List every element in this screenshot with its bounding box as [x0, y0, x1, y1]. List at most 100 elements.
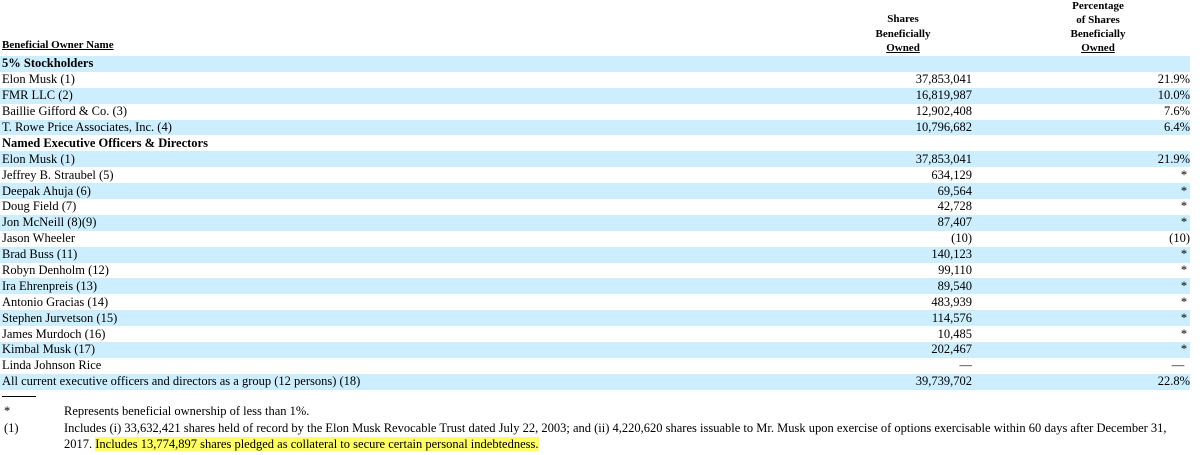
percentage-value: *: [1180, 342, 1188, 357]
shares-owned-cell: 114,576: [862, 310, 972, 327]
column-spacer: [972, 310, 1102, 327]
pct-header-line: Percentage: [1072, 0, 1124, 12]
percentage-cell: (10): [1102, 231, 1190, 247]
percentage-value: 6.4%: [1163, 120, 1190, 134]
percentage-column-header: Percentage of Shares Beneficially Owned: [1048, 0, 1148, 55]
column-spacer: [972, 72, 1102, 88]
shares-owned-cell: [862, 56, 972, 72]
table-row: All current executive officers and direc…: [0, 373, 1190, 390]
table-row: Kimbal Musk (17) 202,467 *: [0, 342, 1190, 358]
pct-header-line: of Shares: [1076, 14, 1120, 26]
percentage-cell: 6.4%: [1102, 119, 1190, 136]
column-spacer: [972, 167, 1102, 183]
column-spacer: [972, 231, 1102, 247]
table-row: James Murdoch (16) 10,485 *: [0, 326, 1190, 342]
footnote-1-body: Includes (i) 33,632,421 shares held of r…: [64, 421, 1167, 451]
percentage-value: 10.0%: [1157, 88, 1190, 103]
percentage-cell: *: [1102, 294, 1190, 310]
column-spacer: [972, 358, 1102, 374]
owner-name-cell: Linda Johnson Rice: [2, 358, 102, 373]
shares-owned-cell: —: [959, 358, 973, 373]
owner-name-cell: Elon Musk (1): [2, 72, 75, 87]
table-row: Deepak Ahuja (6) 69,564 *: [0, 183, 1190, 200]
column-spacer: [972, 104, 1102, 120]
table-row: Elon Musk (1) 37,853,041 21.9%: [0, 151, 1190, 168]
shares-owned-cell: 483,939: [931, 294, 972, 309]
shares-owned-cell: 10,485: [937, 326, 972, 341]
column-spacer: [972, 246, 1102, 263]
shares-owned-cell: 37,853,041: [862, 151, 972, 168]
shares-header-line: Owned: [886, 42, 920, 54]
footnote-text: Represents beneficial ownership of less …: [64, 404, 310, 418]
shares-owned-cell: 12,902,408: [915, 104, 972, 119]
column-spacer: [972, 342, 1102, 358]
column-spacer: [972, 135, 1102, 151]
owner-name-cell: Robyn Denholm (12): [2, 263, 109, 278]
table-row: Elon Musk (1) 37,853,041 21.9%: [0, 72, 1190, 88]
footnote-divider: [2, 396, 36, 397]
table-row: Ira Ehrenpreis (13) 89,540 *: [0, 278, 1190, 295]
owner-name-cell: All current executive officers and direc…: [0, 373, 862, 390]
shares-owned-cell: 634,129: [931, 167, 972, 182]
percentage-value: —: [1171, 358, 1185, 373]
table-row: Stephen Jurvetson (15) 114,576 *: [0, 310, 1190, 327]
shares-owned-cell: 69,564: [862, 183, 972, 200]
pct-header-line: Owned: [1081, 42, 1115, 54]
percentage-cell: *: [1102, 310, 1190, 327]
percentage-cell: [1102, 135, 1190, 151]
owner-name-cell: Ira Ehrenpreis (13): [0, 278, 862, 295]
column-spacer: [972, 119, 1102, 136]
column-spacer: [972, 214, 1102, 231]
owner-name-cell: Baillie Gifford & Co. (3): [2, 104, 128, 119]
shares-owned-cell: 39,739,702: [862, 373, 972, 390]
section-header-row: Named Executive Officers & Directors: [0, 135, 1190, 151]
table-row: Antonio Gracias (14) 483,939 *: [0, 294, 1190, 310]
column-spacer: [972, 87, 1102, 104]
percentage-cell: *: [1102, 167, 1190, 183]
percentage-cell: *: [1102, 263, 1190, 279]
footnote-mark: *: [4, 404, 11, 418]
column-spacer: [972, 56, 1102, 72]
column-spacer: [972, 373, 1102, 390]
column-spacer: [972, 183, 1102, 200]
percentage-value: *: [1180, 183, 1188, 198]
percentage-cell: *: [1102, 214, 1190, 231]
percentage-cell: *: [1102, 199, 1190, 215]
table-header: Beneficial Owner Name Shares Beneficiall…: [0, 0, 1200, 56]
owner-column-header: Beneficial Owner Name: [2, 39, 114, 51]
owner-name-cell: Stephen Jurvetson (15): [0, 310, 862, 327]
table-row: FMR LLC (2) 16,819,987 10.0%: [0, 87, 1190, 104]
highlighted-pledge-text: Includes 13,774,897 shares pledged as co…: [95, 437, 539, 451]
owner-name-cell: Elon Musk (1): [0, 151, 862, 168]
shares-owned-cell: 87,407: [862, 214, 972, 231]
percentage-cell: 7.6%: [1102, 104, 1190, 120]
shares-owned-cell: 89,540: [862, 278, 972, 295]
percentage-cell: *: [1102, 246, 1190, 263]
percentage-value: *: [1180, 263, 1188, 278]
percentage-value: *: [1180, 215, 1188, 230]
percentage-cell: 22.8%: [1102, 373, 1190, 390]
shares-owned-cell: 140,123: [862, 246, 972, 263]
column-spacer: [972, 326, 1102, 342]
percentage-cell: *: [1102, 326, 1190, 342]
percentage-value: *: [1180, 199, 1188, 214]
owner-name-cell: 5% Stockholders: [0, 56, 862, 72]
shares-owned-cell: 10,796,682: [862, 119, 972, 136]
shares-owned-cell: 37,853,041: [915, 72, 972, 87]
owner-name-cell: Kimbal Musk (17): [0, 342, 862, 358]
footnote-mark: (1): [4, 421, 19, 435]
percentage-value: *: [1180, 247, 1188, 262]
owner-name-cell: Doug Field (7): [2, 199, 77, 214]
ownership-table: 5% Stockholders Elon Musk (1) 37,853,041 21…: [0, 56, 1190, 390]
section-header-row: 5% Stockholders: [0, 56, 1190, 72]
percentage-value: *: [1180, 167, 1188, 182]
shares-owned-cell: 16,819,987: [862, 87, 972, 104]
owner-name-cell: Jon McNeill (8)(9): [0, 214, 862, 231]
table-row: Jeffrey B. Straubel (5) 634,129 *: [0, 167, 1190, 183]
table-row: Jason Wheeler (10) (10): [0, 231, 1190, 247]
shares-column-header: Shares Beneficially Owned: [858, 12, 948, 56]
owner-name-cell: Jason Wheeler: [2, 231, 76, 246]
percentage-value: *: [1180, 326, 1188, 341]
owner-name-cell: James Murdoch (16): [2, 326, 106, 341]
